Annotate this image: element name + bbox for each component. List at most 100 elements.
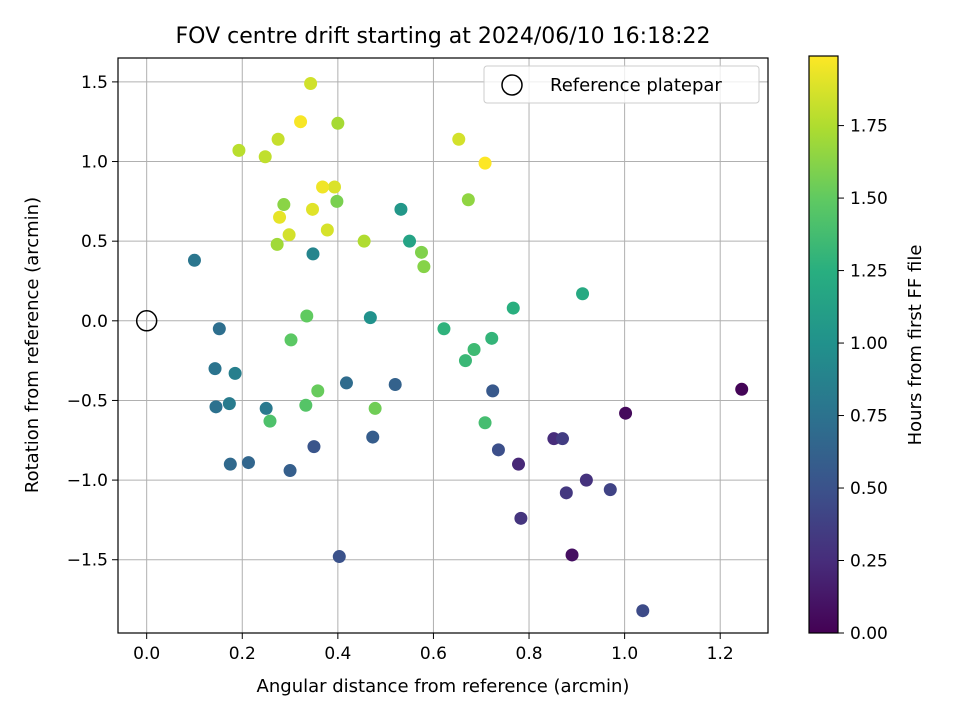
plot-frame bbox=[117, 57, 769, 634]
data-point bbox=[311, 384, 325, 398]
grid-lines bbox=[118, 58, 768, 633]
chart-title: FOV centre drift starting at 2024/06/10 … bbox=[176, 24, 711, 49]
data-point bbox=[294, 115, 308, 129]
data-point bbox=[271, 132, 285, 146]
data-point bbox=[366, 430, 380, 444]
data-point bbox=[270, 237, 284, 251]
colorbar-tick-label: 1.00 bbox=[850, 334, 888, 354]
colorbar: 0.00 0.25 0.50 0.75 1.00 1.25 1.50 1.75 Hours f… bbox=[808, 55, 926, 644]
data-point bbox=[735, 382, 749, 396]
y-tick-label: 0.5 bbox=[81, 232, 108, 252]
data-point bbox=[486, 384, 500, 398]
data-points bbox=[187, 76, 749, 618]
y-tick-label: 1.5 bbox=[81, 73, 108, 93]
data-point bbox=[458, 354, 472, 368]
data-point bbox=[328, 180, 342, 194]
colorbar-tick-label: 0.75 bbox=[850, 407, 888, 427]
colorbar-tick-label: 0.50 bbox=[850, 479, 888, 499]
data-point bbox=[284, 333, 298, 347]
data-point bbox=[304, 76, 318, 90]
data-point bbox=[452, 132, 466, 146]
legend-box bbox=[483, 65, 760, 104]
y-axis-label: Rotation from reference (arcmin) bbox=[22, 197, 43, 493]
data-point bbox=[187, 253, 201, 267]
data-point bbox=[512, 457, 526, 471]
data-point bbox=[491, 443, 505, 457]
data-point bbox=[565, 548, 579, 562]
data-point bbox=[467, 342, 481, 356]
x-tick-label: 1.0 bbox=[611, 644, 638, 664]
y-tick-label: 0.0 bbox=[81, 312, 108, 332]
data-point bbox=[363, 311, 377, 325]
x-ticks: 0.0 0.2 0.4 0.6 0.8 1.0 1.2 bbox=[133, 633, 734, 664]
data-point bbox=[506, 301, 520, 315]
data-point bbox=[603, 483, 617, 497]
data-point bbox=[478, 416, 492, 430]
y-ticks: −1.5 −1.0 −0.5 0.0 0.5 1.0 1.5 bbox=[67, 73, 118, 571]
data-point bbox=[403, 234, 417, 248]
data-point bbox=[223, 457, 237, 471]
data-point bbox=[241, 456, 255, 470]
x-tick-label: 1.2 bbox=[707, 644, 734, 664]
data-point bbox=[437, 322, 451, 336]
data-point bbox=[273, 210, 287, 224]
colorbar-tick-label: 1.50 bbox=[850, 189, 888, 209]
data-point bbox=[576, 287, 590, 301]
y-tick-label: −0.5 bbox=[67, 391, 108, 411]
x-tick-label: 0.8 bbox=[516, 644, 543, 664]
data-point bbox=[299, 398, 313, 412]
data-point bbox=[414, 245, 428, 259]
colorbar-tick-label: 1.25 bbox=[850, 262, 888, 282]
data-point bbox=[263, 414, 277, 428]
data-point bbox=[306, 202, 320, 216]
data-point bbox=[636, 604, 650, 618]
y-tick-label: −1.5 bbox=[67, 551, 108, 571]
colorbar-ticks: 0.00 0.25 0.50 0.75 1.00 1.25 1.50 1.75 bbox=[838, 117, 888, 644]
data-point bbox=[282, 228, 296, 242]
data-point bbox=[283, 464, 297, 478]
data-point bbox=[388, 378, 402, 392]
reference-platepar-marker bbox=[135, 310, 158, 332]
data-point bbox=[306, 247, 320, 261]
x-tick-label: 0.0 bbox=[133, 644, 160, 664]
data-point bbox=[394, 202, 408, 216]
data-point bbox=[209, 400, 223, 414]
data-point bbox=[320, 223, 334, 237]
data-point bbox=[478, 156, 492, 170]
data-point bbox=[222, 397, 236, 411]
data-point bbox=[212, 322, 226, 336]
data-point bbox=[258, 150, 272, 164]
legend: Reference platepar bbox=[483, 65, 760, 104]
data-point bbox=[259, 401, 273, 415]
data-point bbox=[331, 116, 345, 130]
colorbar-gradient bbox=[808, 55, 839, 634]
data-point bbox=[579, 473, 593, 487]
x-tick-label: 0.2 bbox=[229, 644, 256, 664]
data-point bbox=[208, 362, 222, 376]
colorbar-tick-label: 0.00 bbox=[850, 624, 888, 644]
data-point bbox=[307, 440, 321, 454]
data-point bbox=[277, 198, 291, 212]
data-point bbox=[232, 143, 246, 157]
data-point bbox=[417, 260, 431, 274]
x-tick-label: 0.6 bbox=[420, 644, 447, 664]
data-point bbox=[339, 376, 353, 390]
legend-reference-marker bbox=[501, 74, 523, 96]
x-tick-label: 0.4 bbox=[324, 644, 351, 664]
data-point bbox=[228, 366, 242, 380]
y-tick-label: −1.0 bbox=[67, 471, 108, 491]
data-point bbox=[555, 432, 569, 446]
legend-reference-label: Reference platepar bbox=[550, 75, 722, 96]
x-axis-label: Angular distance from reference (arcmin) bbox=[257, 676, 630, 697]
data-point bbox=[300, 309, 314, 323]
data-point bbox=[332, 550, 346, 564]
data-point bbox=[485, 331, 499, 345]
colorbar-tick-label: 1.75 bbox=[850, 117, 888, 137]
data-point bbox=[619, 406, 633, 420]
data-point bbox=[559, 486, 573, 500]
data-point bbox=[330, 194, 344, 208]
colorbar-label: Hours from first FF file bbox=[905, 245, 926, 446]
data-point bbox=[514, 511, 528, 525]
data-point bbox=[461, 193, 475, 207]
